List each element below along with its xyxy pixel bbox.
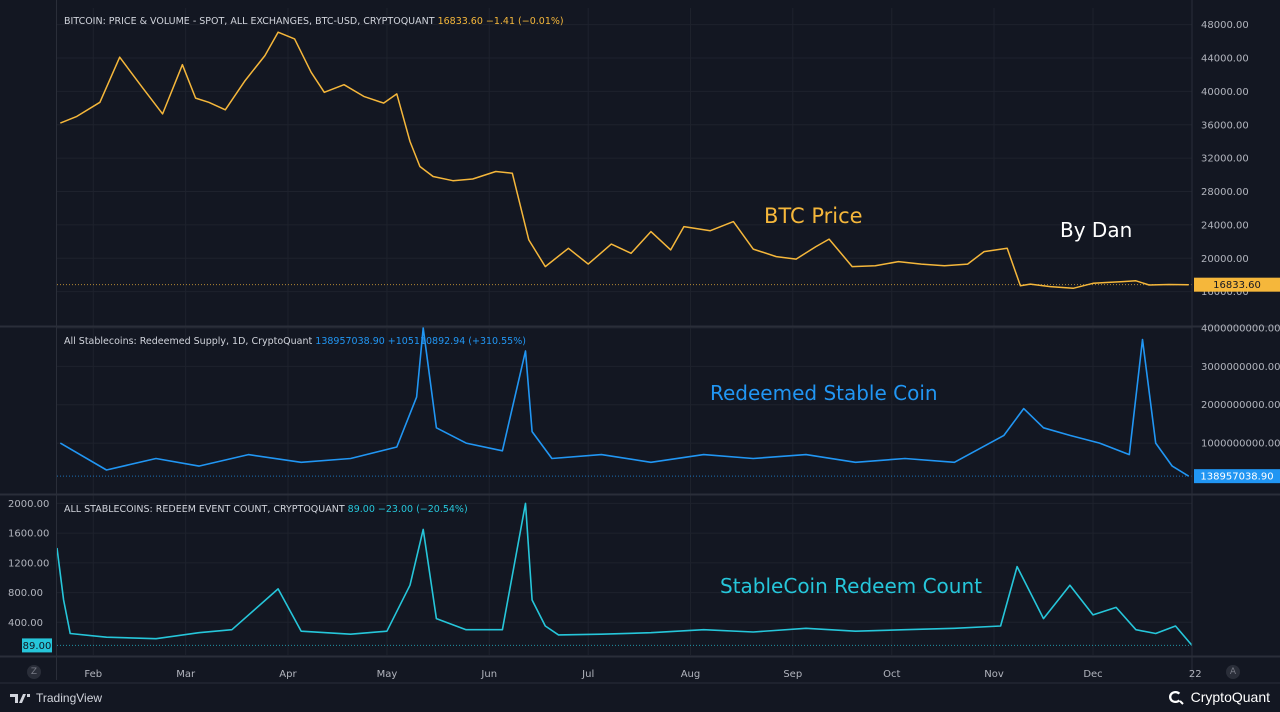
x-tick-label: Nov <box>984 669 1004 680</box>
legend-value: 89.00 −23.00 (−20.54%) <box>348 504 468 515</box>
x-tick-label: Apr <box>279 669 297 680</box>
tradingview-logo-icon <box>10 694 30 703</box>
cryptoquant-brand: CryptoQuant <box>1167 688 1270 706</box>
x-tick-label: 22 <box>1189 669 1202 680</box>
annotation-author: By Dan <box>1060 218 1133 242</box>
annotation-count: StableCoin Redeem Count <box>720 574 982 598</box>
y-tick-label: 20000.00 <box>1201 254 1249 265</box>
legend-value: 16833.60 −1.41 (−0.01%) <box>438 16 564 27</box>
auto-scale-button[interactable]: A <box>1226 665 1240 679</box>
last-value-label: 89.00 <box>23 641 52 652</box>
last-value-badge <box>1194 469 1280 484</box>
x-tick-label: Oct <box>883 669 900 680</box>
legend-value: 138957038.90 +105110892.94 (+310.55%) <box>315 336 526 347</box>
y-tick-label: 1200.00 <box>8 558 49 569</box>
last-value-badge <box>22 638 52 653</box>
x-tick-label: Mar <box>176 669 196 680</box>
annotation-redeemed: Redeemed Stable Coin <box>710 381 938 405</box>
pane-price: 48000.00 44000.00 40000.00 36000.00 32000.00… <box>0 16 1280 328</box>
tradingview-brand[interactable]: TradingView <box>10 690 102 706</box>
y-tick-label: 16000.00 <box>1201 287 1249 298</box>
last-value-label: 138957038.90 <box>1200 472 1273 483</box>
y-tick-label: 28000.00 <box>1201 187 1249 198</box>
y-tick-label: 40000.00 <box>1201 87 1249 98</box>
x-tick-label: Jul <box>581 669 594 680</box>
y-tick-label: 32000.00 <box>1201 154 1249 165</box>
y-tick-label: 4000000000.00 <box>1201 324 1280 335</box>
last-value-badge <box>1194 277 1280 292</box>
cryptoquant-label: CryptoQuant <box>1190 689 1270 705</box>
y-tick-label: 36000.00 <box>1201 120 1249 131</box>
y-tick-label: 1000000000.00 <box>1201 439 1280 450</box>
y-tick-label: 1600.00 <box>8 529 49 540</box>
legend-title: BITCOIN: PRICE & VOLUME - SPOT, ALL EXCH… <box>64 16 438 27</box>
x-tick-label: Jun <box>480 669 497 680</box>
y-tick-label: 48000.00 <box>1201 20 1249 31</box>
pane-redeemed: 4000000000.00 3000000000.00 2000000000.00 1… <box>0 324 1280 496</box>
x-tick-label: Aug <box>681 669 701 680</box>
last-value-label: 16833.60 <box>1213 280 1261 291</box>
y-tick-label: 2000.00 <box>8 499 49 510</box>
legend-title: All Stablecoins: Redeemed Supply, 1D, Cr… <box>64 336 315 347</box>
timezone-button[interactable]: Z <box>27 665 41 679</box>
legend-title: ALL STABLECOINS: REDEEM EVENT COUNT, CRY… <box>64 504 348 515</box>
legend-redeemed: All Stablecoins: Redeemed Supply, 1D, Cr… <box>64 336 526 347</box>
x-tick-label: Feb <box>84 669 102 680</box>
legend-count: ALL STABLECOINS: REDEEM EVENT COUNT, CRY… <box>64 504 468 515</box>
series-line-price <box>60 31 1189 290</box>
tradingview-label: TradingView <box>36 691 103 705</box>
y-tick-label: 400.00 <box>8 618 43 629</box>
y-tick-label: 24000.00 <box>1201 220 1249 231</box>
pane-count: 2000.00 1600.00 1200.00 800.00 400.00 89.00 AL… <box>0 499 1280 658</box>
x-tick-label: Sep <box>783 669 802 680</box>
x-tick-label: Dec <box>1083 669 1102 680</box>
series-line-count <box>56 502 1193 646</box>
y-tick-label: 2000000000.00 <box>1201 400 1280 411</box>
cryptoquant-logo-icon <box>1168 691 1184 705</box>
x-tick-label: May <box>377 669 398 680</box>
annotation-btc-price: BTC Price <box>764 204 863 228</box>
series-line-redeemed <box>59 327 1190 477</box>
legend-price: BITCOIN: PRICE & VOLUME - SPOT, ALL EXCH… <box>64 16 564 27</box>
y-tick-label: 800.00 <box>8 588 43 599</box>
y-tick-label: 44000.00 <box>1201 54 1249 65</box>
y-tick-label: 3000000000.00 <box>1201 362 1280 373</box>
